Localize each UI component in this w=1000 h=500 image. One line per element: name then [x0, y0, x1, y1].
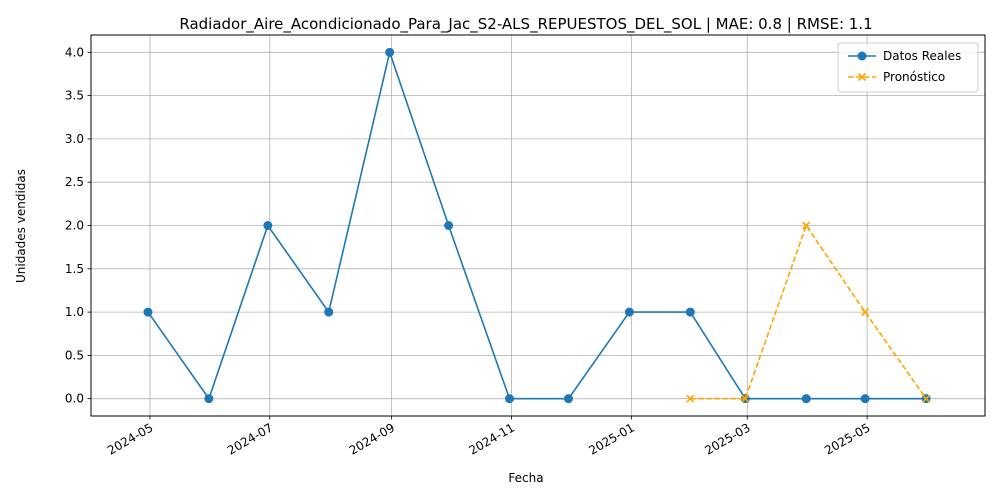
- data-point: [861, 308, 870, 317]
- data-point: [860, 394, 870, 404]
- data-point: [921, 394, 931, 403]
- y-tick-label: 3.5: [65, 89, 84, 103]
- y-tick-label: 2.0: [65, 219, 84, 233]
- data-point: [204, 394, 214, 404]
- data-point: [324, 307, 334, 317]
- grid: [91, 35, 985, 416]
- legend-marker-datos-reales: [857, 51, 867, 61]
- data-point: [505, 394, 515, 404]
- data-point: [385, 47, 395, 57]
- y-tick-label: 4.0: [65, 45, 84, 59]
- series-line: [147, 49, 927, 401]
- chart-title: Radiador_Aire_Acondicionado_Para_Jac_S2-…: [179, 15, 872, 34]
- y-tick-label: 1.5: [65, 262, 84, 276]
- y-tick-label: 0.0: [65, 392, 84, 406]
- series-line: [690, 223, 927, 400]
- x-tick-label: 2024-09: [347, 420, 397, 457]
- x-tick-label: 2024-05: [105, 420, 155, 457]
- legend: Datos Reales Pronóstico: [837, 42, 979, 93]
- y-tick-label: 0.5: [65, 348, 84, 362]
- series-pronostico: [686, 221, 931, 403]
- y-tick-label: 3.0: [65, 132, 84, 146]
- data-point: [444, 221, 454, 230]
- x-tick-label: 2025-03: [702, 420, 752, 457]
- legend-marker-pronostico: [857, 72, 867, 82]
- data-point: [624, 307, 634, 317]
- data-point: [143, 307, 153, 317]
- x-tick-label: 2024-07: [225, 420, 275, 457]
- legend-label-datos-reales: Datos Reales: [883, 49, 961, 63]
- x-tick-label: 2025-05: [822, 420, 872, 457]
- y-axis-title: Unidades vendidas: [14, 169, 28, 283]
- x-tick-label: 2024-11: [467, 420, 517, 457]
- legend-label-pronostico: Pronóstico: [883, 70, 945, 84]
- data-point: [263, 221, 273, 230]
- data-point: [741, 394, 750, 403]
- y-tick-label: 2.5: [65, 175, 84, 189]
- data-point: [802, 221, 811, 230]
- x-tick-label: 2025-01: [586, 420, 636, 457]
- x-axis-title: Fecha: [508, 471, 543, 485]
- data-point: [563, 394, 573, 404]
- data-point: [686, 394, 695, 403]
- data-point: [685, 307, 695, 317]
- data-point: [801, 394, 811, 404]
- series-layer: [143, 47, 931, 404]
- axis-ticks: 0.0 0.5 1.0 1.5 2.0 2.5 3.0 3.5 4.0 2024-05 2024-0…: [65, 45, 873, 457]
- y-tick-label: 1.0: [65, 305, 84, 319]
